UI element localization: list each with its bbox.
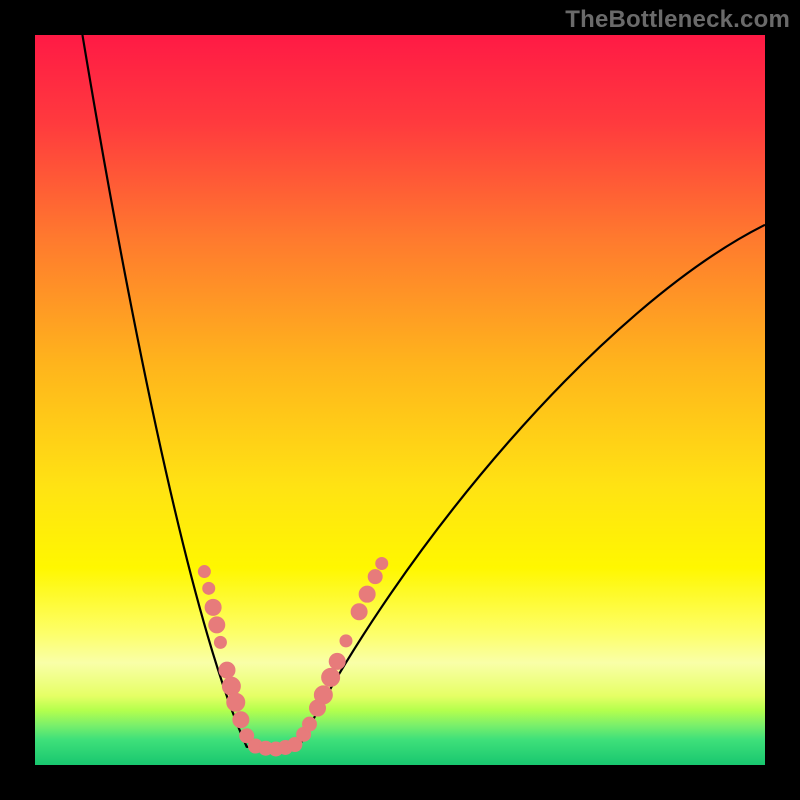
- plot-gradient-background: [35, 35, 765, 765]
- data-point: [227, 693, 245, 711]
- data-point: [376, 558, 388, 570]
- bottleneck-chart-svg: [0, 0, 800, 800]
- data-point: [198, 566, 210, 578]
- data-point: [219, 662, 235, 678]
- data-point: [351, 604, 367, 620]
- data-point: [322, 668, 340, 686]
- data-point: [209, 617, 225, 633]
- data-point: [314, 686, 332, 704]
- chart-container: TheBottleneck.com: [0, 0, 800, 800]
- data-point: [205, 599, 221, 615]
- data-point: [340, 635, 352, 647]
- data-point: [233, 712, 249, 728]
- data-point: [359, 586, 375, 602]
- data-point: [214, 636, 226, 648]
- data-point: [222, 677, 240, 695]
- data-point: [203, 582, 215, 594]
- data-point: [368, 570, 382, 584]
- data-point: [302, 717, 316, 731]
- watermark-text: TheBottleneck.com: [565, 6, 790, 34]
- data-point: [329, 653, 345, 669]
